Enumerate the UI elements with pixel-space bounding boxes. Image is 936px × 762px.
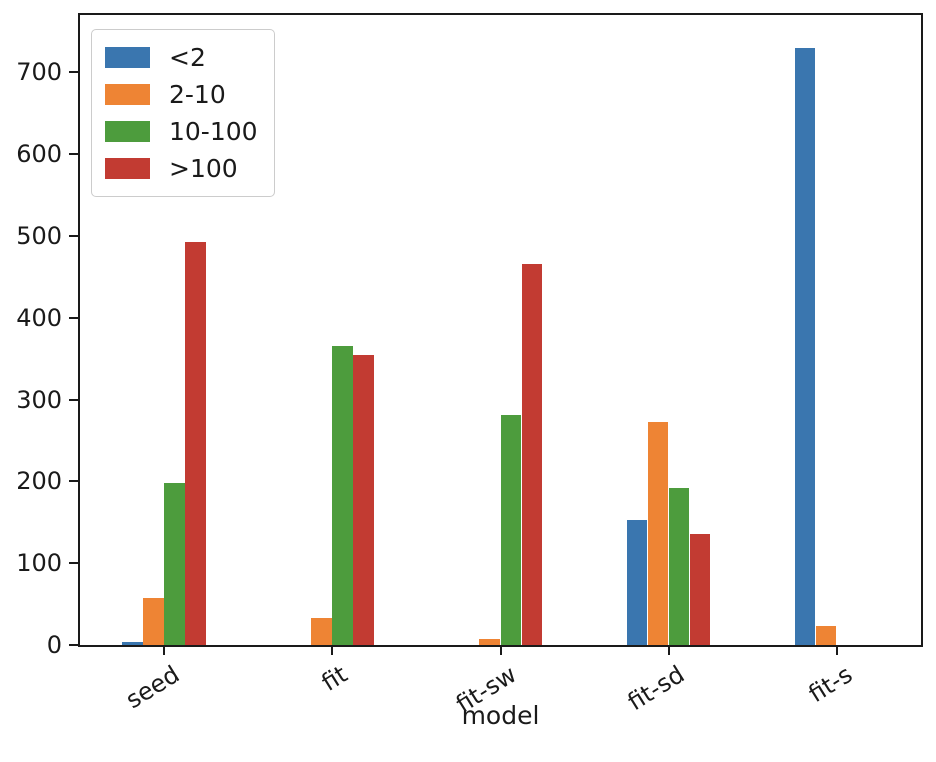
y-tick-mark	[69, 480, 78, 483]
x-tick-mark	[331, 645, 334, 655]
legend-label: 10-100	[169, 117, 258, 146]
bar-seed->100	[185, 241, 206, 645]
bar-fit-s-<2	[794, 47, 816, 645]
legend-swatch-icon	[105, 47, 150, 68]
legend-label: <2	[169, 43, 206, 72]
legend-swatch-icon	[105, 158, 150, 179]
y-tick-mark	[69, 153, 78, 156]
y-tick-mark	[69, 562, 78, 565]
legend-label: 2-10	[169, 80, 226, 109]
bar-fit-sw->100	[521, 263, 543, 645]
bar-fit-sw-10-100	[500, 415, 522, 645]
bar-fit->100	[353, 355, 374, 645]
legend-label: >100	[169, 154, 238, 183]
y-tick-label: 0	[46, 631, 62, 659]
bar-seed-2-10	[143, 598, 164, 645]
plot-area: 0 100 200 300 400 500 600 700 seed fit fit-sw fit-…	[16, 13, 923, 730]
y-tick-mark	[69, 644, 78, 646]
x-tick-mark	[163, 645, 166, 655]
y-tick-label: 600	[16, 140, 62, 169]
legend-item->100: >100	[105, 150, 258, 187]
y-tick-mark	[69, 234, 78, 237]
legend-item-<2: <2	[105, 39, 258, 76]
y-tick-label: 700	[16, 58, 62, 87]
y-tick-label: 400	[16, 303, 62, 332]
bar-fit-sd-10-100	[668, 487, 690, 645]
y-tick-label: 100	[16, 549, 62, 578]
bar-fit-2-10	[311, 618, 332, 645]
bar-fit-sd->100	[689, 533, 711, 645]
x-tick-label-fit-sd: fit-sd	[622, 660, 689, 717]
bar-seed-10-100	[164, 483, 185, 645]
x-axis-label: model	[461, 701, 540, 730]
bar-fit-s-2-10	[815, 626, 837, 645]
y-tick-label: 200	[16, 467, 62, 496]
x-tick-label-seed: seed	[120, 660, 185, 715]
x-tick-label-fit: fit	[316, 660, 353, 697]
x-tick-label-fit-s: fit-s	[803, 660, 858, 709]
legend-item-10-100: 10-100	[105, 113, 258, 150]
bar-fit-10-100	[332, 345, 353, 645]
bar-fit-sw-2-10	[479, 639, 500, 645]
y-tick-label: 300	[16, 385, 62, 414]
bar-fit-sd-2-10	[647, 421, 669, 645]
legend-item-2-10: 2-10	[105, 76, 258, 113]
y-tick-label: 500	[16, 221, 62, 250]
x-tick-mark	[667, 645, 670, 655]
y-tick-mark	[69, 71, 78, 74]
bar-seed-<2	[122, 641, 143, 645]
legend-swatch-icon	[105, 84, 150, 105]
y-tick-mark	[69, 398, 78, 401]
legend-swatch-icon	[105, 121, 150, 142]
legend: <2 2-10 10-100 >100	[91, 29, 275, 197]
y-tick-mark	[69, 316, 78, 319]
bar-fit-sd-<2	[626, 519, 648, 645]
x-tick-mark	[835, 645, 838, 655]
x-tick-mark	[499, 645, 502, 655]
